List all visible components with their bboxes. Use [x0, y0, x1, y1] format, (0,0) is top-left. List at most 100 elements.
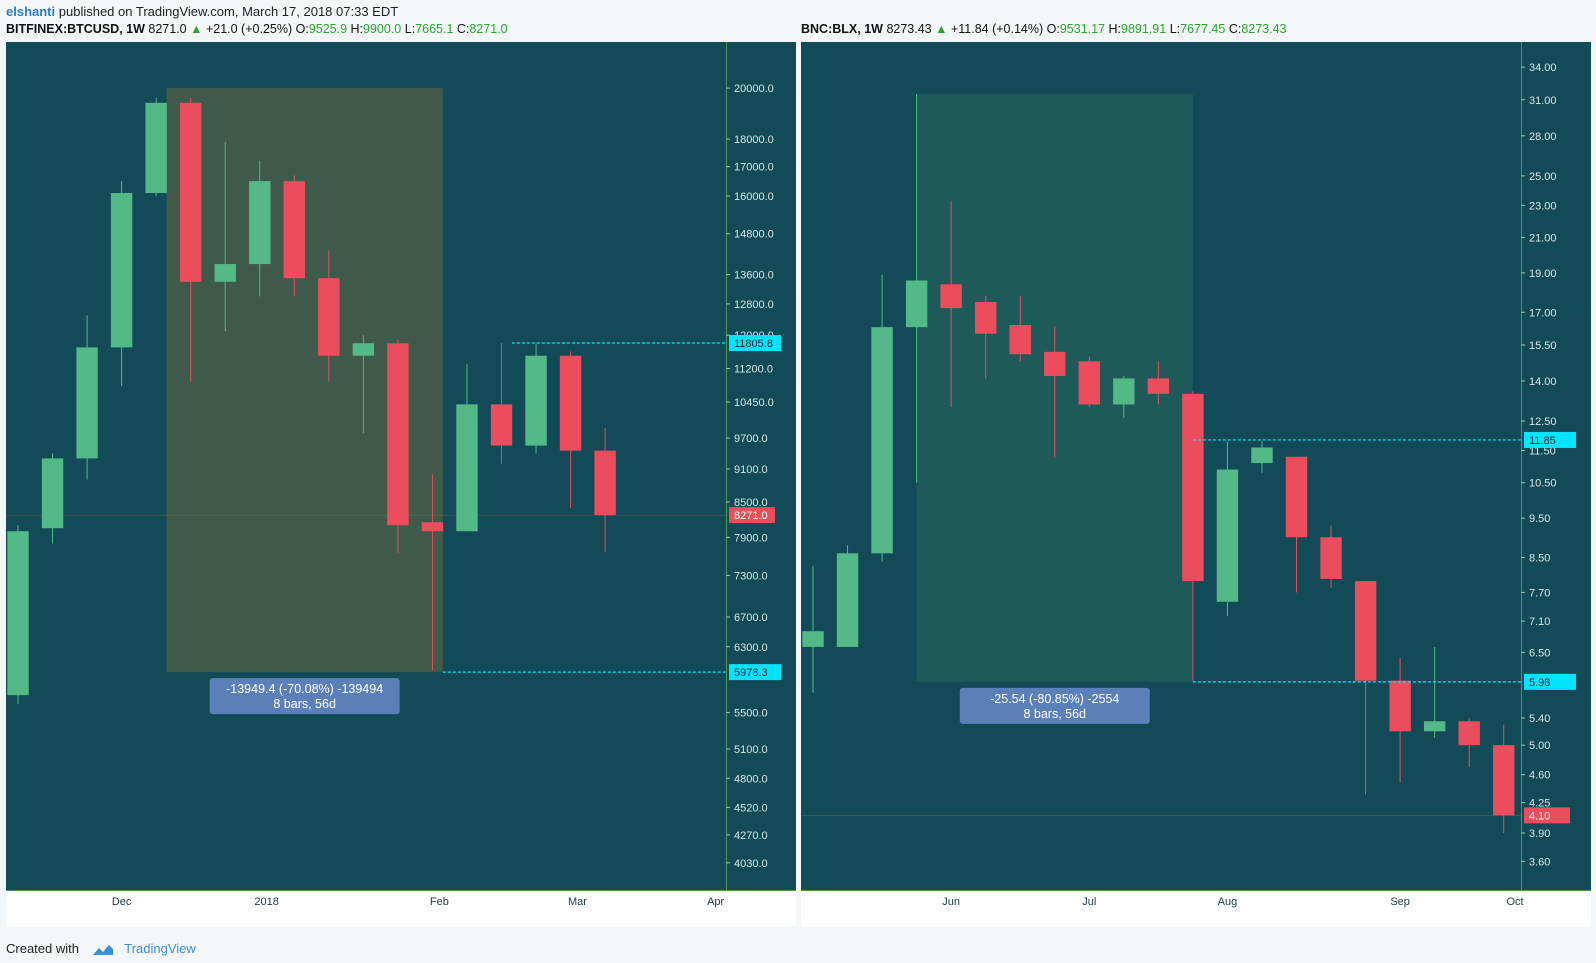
candle-body [110, 192, 133, 348]
high-value: 9900.0 [363, 22, 402, 36]
candle[interactable] [974, 296, 997, 379]
candle[interactable] [249, 161, 271, 297]
candle[interactable] [836, 545, 859, 647]
candle-body [802, 631, 824, 647]
y-tick-label: 11200.0 [734, 364, 773, 376]
candle-body [940, 284, 962, 309]
candle[interactable] [1251, 441, 1273, 473]
last-price-badge [1524, 807, 1570, 824]
blx-chart[interactable]: 34.00 31.00 28.00 25.00 23.00 21.00 19.00 17.00… [801, 42, 1591, 927]
candle-body [352, 343, 375, 356]
candle[interactable] [490, 343, 513, 464]
candle[interactable] [871, 274, 893, 562]
x-tick-label: 2018 [254, 896, 278, 908]
x-tick-label: Jul [1082, 896, 1096, 908]
up-arrow-icon: ▲ [190, 22, 203, 36]
candle-body [1320, 537, 1342, 579]
y-tick-label: 28.00 [1529, 131, 1557, 143]
candle[interactable] [145, 97, 167, 197]
y-tick-label: 25.00 [1529, 171, 1557, 183]
y-tick-label: 11.50 [1529, 446, 1556, 458]
up-arrow-icon: ▲ [935, 22, 948, 36]
candle[interactable] [7, 525, 29, 704]
candle[interactable] [525, 343, 547, 454]
candle[interactable] [1285, 456, 1308, 593]
candle-body [1285, 456, 1308, 538]
candle[interactable] [1423, 646, 1446, 739]
y-tick-label: 10.50 [1529, 478, 1557, 490]
candle[interactable] [421, 474, 444, 671]
candle[interactable] [456, 364, 478, 532]
y-tick-label: 7.70 [1529, 587, 1550, 599]
y-tick-label: 19.00 [1529, 268, 1557, 280]
y-tick-label: 23.00 [1529, 200, 1557, 212]
candle-body [1009, 324, 1031, 355]
high-key: H: [1108, 22, 1122, 36]
candle-body [974, 302, 997, 334]
author-link[interactable]: elshanti [6, 4, 56, 19]
candle[interactable] [802, 565, 824, 693]
btcusd-chart[interactable]: 20000.0 18000.0 17000.0 16000.0 14800.0 13600… [6, 42, 796, 927]
y-tick-label: 12800.0 [734, 299, 774, 311]
candle-body [1044, 351, 1066, 376]
guide-price-badge [1524, 673, 1576, 690]
y-tick-label: 5.40 [1529, 713, 1550, 725]
candle[interactable] [110, 181, 133, 387]
candle[interactable] [1458, 717, 1480, 768]
footer: Created with TradingView [6, 941, 196, 957]
candle[interactable] [1009, 296, 1031, 362]
tradingview-brand-link[interactable]: TradingView [124, 941, 196, 956]
candle[interactable] [214, 141, 236, 332]
candle[interactable] [1389, 657, 1411, 783]
candle[interactable] [905, 94, 928, 483]
open-value: 9525.9 [308, 22, 348, 36]
candle[interactable] [1147, 361, 1170, 405]
candle[interactable] [1216, 441, 1239, 617]
y-tick-label: 3.90 [1529, 828, 1550, 840]
last-price: 8271.0 [148, 22, 187, 36]
y-tick-label: 5.00 [1529, 740, 1550, 752]
candle[interactable] [352, 335, 375, 434]
candle-body [41, 458, 64, 529]
candle[interactable] [940, 200, 962, 408]
candle[interactable] [41, 453, 64, 544]
candle-body [871, 327, 893, 554]
candle[interactable] [559, 351, 582, 508]
candle[interactable] [1078, 356, 1100, 408]
guide-price-badge [729, 335, 781, 352]
candle[interactable] [179, 97, 202, 382]
candle[interactable] [1493, 724, 1515, 834]
y-tick-label: 5100.0 [734, 744, 768, 756]
candle-body [905, 280, 928, 328]
candle[interactable] [1113, 375, 1135, 419]
candle[interactable] [387, 339, 409, 553]
candle-body [421, 522, 444, 532]
candle-body [283, 181, 305, 279]
candle[interactable] [594, 428, 616, 552]
candle-body [7, 531, 29, 696]
candle[interactable] [283, 175, 305, 297]
candle-body [1251, 447, 1273, 464]
candle[interactable] [1354, 581, 1377, 795]
measure-label-box [959, 687, 1150, 724]
y-tick-label: 7900.0 [734, 532, 768, 544]
y-tick-label: 7300.0 [734, 571, 768, 583]
chart-panel-btcusd[interactable]: 20000.0 18000.0 17000.0 16000.0 14800.0 13600… [6, 42, 796, 927]
candle-body [1354, 581, 1377, 681]
chart-panel-blx[interactable]: 34.00 31.00 28.00 25.00 23.00 21.00 19.00 17.00… [801, 42, 1591, 927]
candle[interactable] [76, 315, 98, 480]
candle[interactable] [1044, 327, 1066, 457]
x-tick-label: Oct [1506, 896, 1523, 908]
candle-body [1493, 745, 1515, 816]
y-tick-label: 7.10 [1529, 616, 1550, 628]
candle[interactable] [318, 250, 340, 382]
candle-body [594, 450, 616, 516]
y-tick-label: 9.50 [1529, 513, 1550, 525]
x-tick-label: Feb [430, 896, 449, 908]
measure-label-line1: -25.54 (-80.85%) -2554 [990, 692, 1119, 706]
candle[interactable] [1320, 525, 1342, 588]
y-tick-label: 8.50 [1529, 552, 1550, 564]
y-tick-label: 6.50 [1529, 647, 1550, 659]
